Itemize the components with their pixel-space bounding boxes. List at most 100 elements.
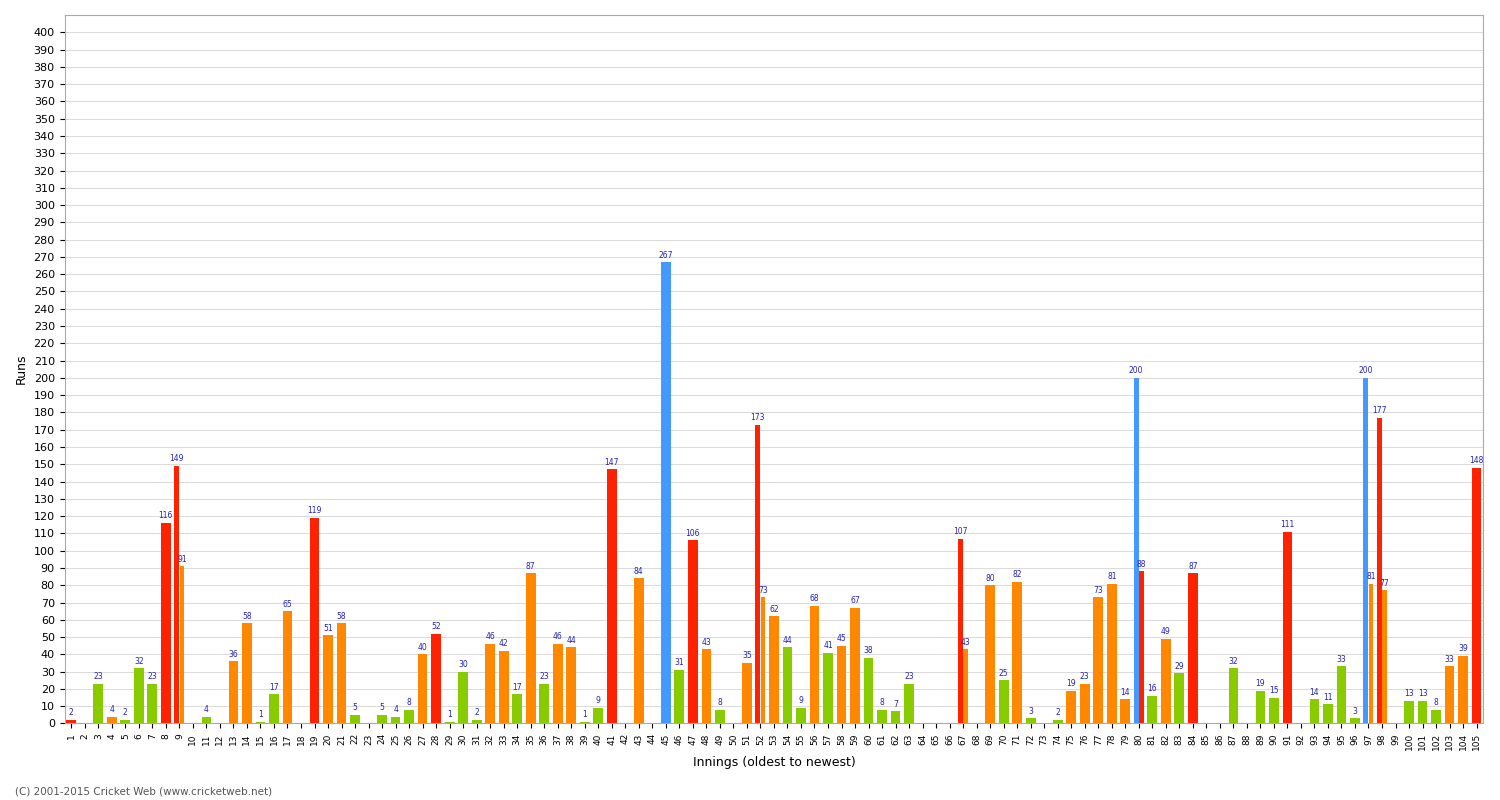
Bar [904,684,914,723]
Bar [1336,666,1347,723]
Bar [309,518,320,723]
Text: 19: 19 [1256,679,1264,688]
Bar [891,711,900,723]
Text: 9: 9 [596,696,600,706]
Bar [986,586,994,723]
Bar [567,647,576,723]
Bar [1228,668,1238,723]
Bar [120,720,130,723]
Text: 3: 3 [1028,706,1033,716]
Text: 149: 149 [170,454,184,463]
Bar [1364,378,1368,723]
Bar [201,717,211,723]
Text: 45: 45 [837,634,846,643]
Text: 4: 4 [204,705,209,714]
Text: 111: 111 [1281,520,1294,529]
Bar [1026,718,1035,723]
Text: 19: 19 [1066,679,1076,688]
Text: 65: 65 [282,599,292,609]
Bar [837,646,846,723]
Bar [500,651,508,723]
Bar [242,623,252,723]
Bar [376,715,387,723]
Text: 46: 46 [486,632,495,642]
Bar [1256,690,1266,723]
Bar [282,611,292,723]
Text: 58: 58 [336,612,346,621]
Bar [958,538,963,723]
Text: 44: 44 [783,636,792,645]
Bar [526,573,536,723]
Bar [1444,666,1455,723]
Text: 2: 2 [474,709,478,718]
Bar [634,578,644,723]
Text: 33: 33 [1444,655,1455,664]
Text: 62: 62 [770,605,778,614]
Text: 1: 1 [582,710,586,719]
Bar [760,598,765,723]
Bar [1418,701,1428,723]
Bar [1404,701,1414,723]
Text: 84: 84 [634,566,644,576]
Text: 147: 147 [604,458,619,467]
Text: 200: 200 [1359,366,1372,375]
Text: 5: 5 [380,703,384,712]
Bar [1161,639,1170,723]
Bar [580,722,590,723]
Bar [255,722,266,723]
Text: 8: 8 [879,698,885,707]
Bar [1269,698,1280,723]
Text: 81: 81 [1366,572,1376,581]
Bar [1382,590,1388,723]
Bar [1458,656,1468,723]
Bar [1013,582,1022,723]
Text: 2: 2 [69,709,74,718]
Text: 38: 38 [864,646,873,655]
Bar [66,720,76,723]
Text: 73: 73 [758,586,768,594]
Text: 87: 87 [526,562,536,570]
Bar [404,710,414,723]
Bar [93,684,104,723]
Text: 49: 49 [1161,627,1170,636]
Text: 7: 7 [892,700,898,709]
Bar [268,694,279,723]
Bar [999,680,1008,723]
Bar [770,616,778,723]
Text: 1: 1 [447,710,452,719]
Bar [513,694,522,723]
Text: 177: 177 [1372,406,1386,415]
Bar [1120,699,1130,723]
Bar [1148,696,1156,723]
Bar [1107,583,1116,723]
Bar [134,668,144,723]
Text: 5: 5 [352,703,357,712]
Bar [180,566,184,723]
Bar [1431,710,1442,723]
Bar [147,684,158,723]
Bar [1350,718,1360,723]
Bar [783,647,792,723]
Bar [1310,699,1320,723]
Text: 44: 44 [567,636,576,645]
Text: 14: 14 [1310,688,1320,697]
Bar [322,635,333,723]
Text: 107: 107 [954,527,968,536]
Bar [1368,583,1374,723]
Text: 51: 51 [322,624,333,633]
Text: 3: 3 [1353,706,1358,716]
Bar [1094,598,1102,723]
Text: 23: 23 [540,672,549,681]
Text: 58: 58 [242,612,252,621]
Text: 1: 1 [258,710,262,719]
Text: 30: 30 [459,660,468,669]
Text: 8: 8 [1434,698,1438,707]
Bar [1138,571,1144,723]
Text: 267: 267 [658,250,674,259]
Bar [1377,418,1382,723]
Bar [850,608,859,723]
Text: 81: 81 [1107,572,1116,581]
Text: 4: 4 [393,705,398,714]
Bar [963,649,968,723]
Text: 40: 40 [417,642,428,652]
